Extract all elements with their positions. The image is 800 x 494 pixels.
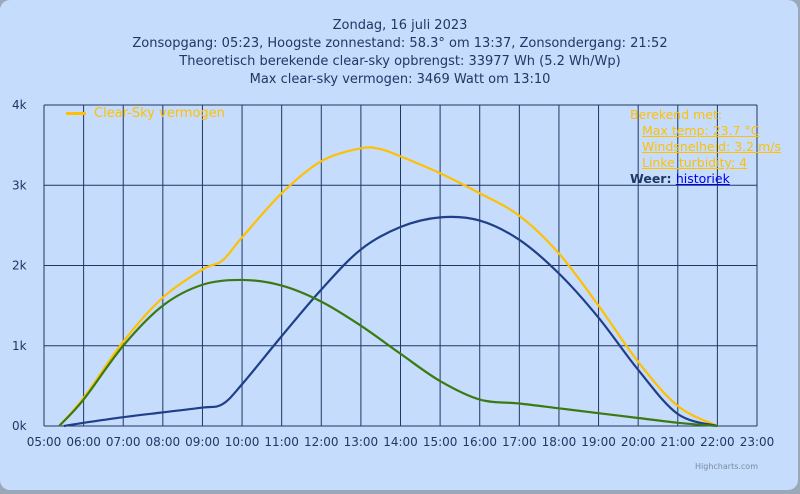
info-box: Berekend met: Max temp: 23.7 °C Windsnel… xyxy=(630,107,781,187)
chart-title: Zondag, 16 juli 2023 Zonsopgang: 05:23, … xyxy=(0,17,800,89)
series-line-2 xyxy=(58,278,718,428)
series-line-1 xyxy=(63,215,718,428)
x-tick-label: 16:00 xyxy=(462,435,497,449)
turbidity-link[interactable]: Linke turbidity: 4 xyxy=(642,155,748,170)
x-tick-label: 22:00 xyxy=(700,435,735,449)
x-tick-label: 06:00 xyxy=(66,435,101,449)
title-yield: Theoretisch berekende clear-sky opbrengs… xyxy=(179,54,621,69)
weer-label: Weer: xyxy=(630,171,672,186)
x-tick-label: 15:00 xyxy=(423,435,458,449)
x-tick-label: 21:00 xyxy=(660,435,695,449)
info-title: Berekend met: xyxy=(630,107,723,122)
legend-swatch xyxy=(66,112,86,115)
y-tick-label: 1k xyxy=(12,339,27,353)
legend-item-clear-sky[interactable]: Clear-Sky vermogen xyxy=(66,106,225,121)
title-date: Zondag, 16 juli 2023 xyxy=(332,18,468,33)
y-tick-label: 3k xyxy=(12,178,27,192)
x-tick-label: 10:00 xyxy=(225,435,260,449)
x-tick-label: 09:00 xyxy=(185,435,220,449)
x-tick-label: 08:00 xyxy=(146,435,181,449)
x-tick-label: 23:00 xyxy=(740,435,775,449)
x-tick-label: 20:00 xyxy=(621,435,656,449)
x-tick-label: 13:00 xyxy=(344,435,379,449)
y-tick-label: 4k xyxy=(12,98,27,112)
title-max-power: Max clear-sky vermogen: 3469 Watt om 13:… xyxy=(249,72,551,87)
historiek-link[interactable]: historiek xyxy=(675,171,730,186)
x-tick-label: 14:00 xyxy=(383,435,418,449)
x-tick-label: 17:00 xyxy=(502,435,537,449)
wind-link[interactable]: Windsnelheid: 3.2 m/s xyxy=(642,139,781,154)
x-tick-label: 05:00 xyxy=(27,435,62,449)
title-sun-times: Zonsopgang: 05:23, Hoogste zonnestand: 5… xyxy=(132,36,668,51)
y-tick-label: 0k xyxy=(12,419,27,433)
x-tick-label: 18:00 xyxy=(542,435,577,449)
series-line-0 xyxy=(58,146,718,427)
x-tick-label: 19:00 xyxy=(581,435,616,449)
y-tick-label: 2k xyxy=(12,259,27,273)
max-temp-link[interactable]: Max temp: 23.7 °C xyxy=(642,123,760,138)
highcharts-credit[interactable]: Highcharts.com xyxy=(695,462,758,471)
legend-label: Clear-Sky vermogen xyxy=(94,106,225,121)
x-tick-label: 11:00 xyxy=(264,435,299,449)
x-tick-label: 12:00 xyxy=(304,435,339,449)
x-tick-label: 07:00 xyxy=(106,435,141,449)
